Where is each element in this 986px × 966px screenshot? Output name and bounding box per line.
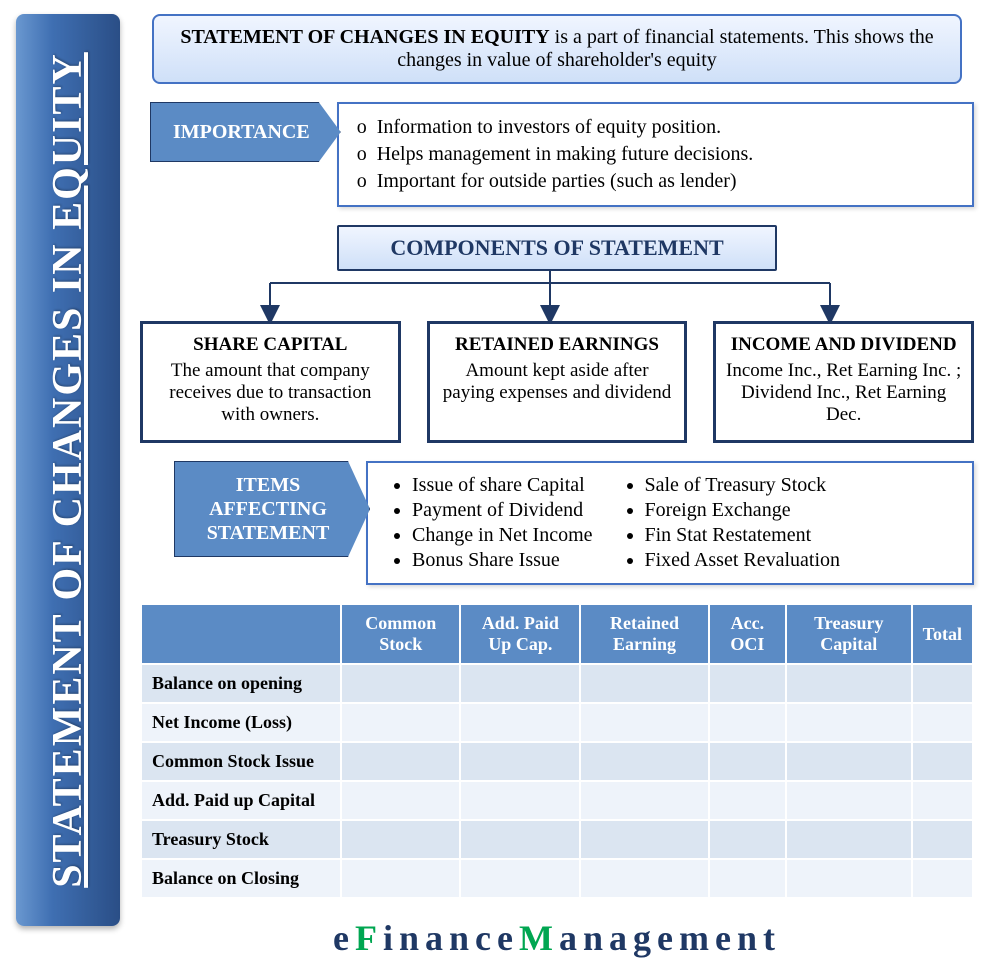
list-item: Foreign Exchange: [645, 498, 841, 523]
table-header: Retained Earning: [580, 604, 709, 664]
component-card-retained-earnings: RETAINED EARNINGS Amount kept aside afte…: [427, 321, 688, 443]
list-item: Payment of Dividend: [412, 498, 593, 523]
component-desc: Income Inc., Ret Earning Inc. ; Dividend…: [726, 360, 961, 425]
definition-box: STATEMENT OF CHANGES IN EQUITY is a part…: [152, 14, 962, 84]
brand-seg: e: [333, 918, 355, 958]
list-item: Sale of Treasury Stock: [645, 473, 841, 498]
importance-item: o Helps management in making future deci…: [357, 141, 954, 168]
component-title: RETAINED EARNINGS: [438, 334, 677, 356]
items-affecting-label: ITEMS AFFECTING STATEMENT: [174, 461, 370, 557]
component-desc: Amount kept aside after paying expenses …: [443, 360, 671, 403]
component-card-income-dividend: INCOME AND DIVIDEND Income Inc., Ret Ear…: [713, 321, 974, 443]
table-header: Add. Paid Up Cap.: [460, 604, 580, 664]
component-title: SHARE CAPITAL: [151, 334, 390, 356]
brand-footer: eFinanceManagement: [140, 899, 974, 959]
components-section: COMPONENTS OF STATEMENT SHARE CAPITAL Th…: [140, 225, 974, 443]
table-row: Net Income (Loss): [141, 703, 973, 742]
brand-seg: F: [355, 918, 383, 958]
definition-bold: STATEMENT OF CHANGES IN EQUITY: [180, 26, 549, 48]
component-card-share-capital: SHARE CAPITAL The amount that company re…: [140, 321, 401, 443]
component-desc: The amount that company receives due to …: [169, 360, 371, 425]
sidebar-title: STATEMENT OF CHANGES IN EQUITY: [44, 52, 92, 888]
list-item: Fixed Asset Revaluation: [645, 548, 841, 573]
items-affecting-row: ITEMS AFFECTING STATEMENT Issue of share…: [174, 461, 974, 585]
table-row: Balance on Closing: [141, 859, 973, 898]
components-header: COMPONENTS OF STATEMENT: [337, 225, 777, 271]
component-title: INCOME AND DIVIDEND: [724, 334, 963, 356]
brand-seg: anagement: [559, 918, 781, 958]
table-header: Common Stock: [341, 604, 460, 664]
sidebar-banner: STATEMENT OF CHANGES IN EQUITY: [16, 14, 120, 926]
brand-seg: M: [519, 918, 559, 958]
importance-item: o Important for outside parties (such as…: [357, 168, 954, 195]
items-affecting-box: Issue of share Capital Payment of Divide…: [366, 461, 974, 585]
items-list-left: Issue of share Capital Payment of Divide…: [390, 473, 593, 573]
importance-row: IMPORTANCE o Information to investors of…: [150, 102, 974, 207]
table-header: Total: [912, 604, 973, 664]
list-item: Fin Stat Restatement: [645, 523, 841, 548]
brand-seg: inance: [383, 918, 519, 958]
connector-lines: [140, 271, 960, 321]
items-list-right: Sale of Treasury Stock Foreign Exchange …: [623, 473, 841, 573]
importance-item: o Information to investors of equity pos…: [357, 114, 954, 141]
table-header: [141, 604, 341, 664]
table-header: Acc. OCI: [709, 604, 786, 664]
importance-label: IMPORTANCE: [150, 102, 341, 162]
table-row: Balance on opening: [141, 664, 973, 703]
equity-table: Common Stock Add. Paid Up Cap. Retained …: [140, 603, 974, 899]
list-item: Change in Net Income: [412, 523, 593, 548]
table-row: Common Stock Issue: [141, 742, 973, 781]
table-body: Balance on opening Net Income (Loss) Com…: [141, 664, 973, 898]
components-columns: SHARE CAPITAL The amount that company re…: [140, 321, 974, 443]
table-row: Add. Paid up Capital: [141, 781, 973, 820]
importance-box: o Information to investors of equity pos…: [337, 102, 974, 207]
list-item: Issue of share Capital: [412, 473, 593, 498]
list-item: Bonus Share Issue: [412, 548, 593, 573]
table-header: Treasury Capital: [786, 604, 912, 664]
main-content: STATEMENT OF CHANGES IN EQUITY is a part…: [140, 14, 974, 959]
table-row: Treasury Stock: [141, 820, 973, 859]
